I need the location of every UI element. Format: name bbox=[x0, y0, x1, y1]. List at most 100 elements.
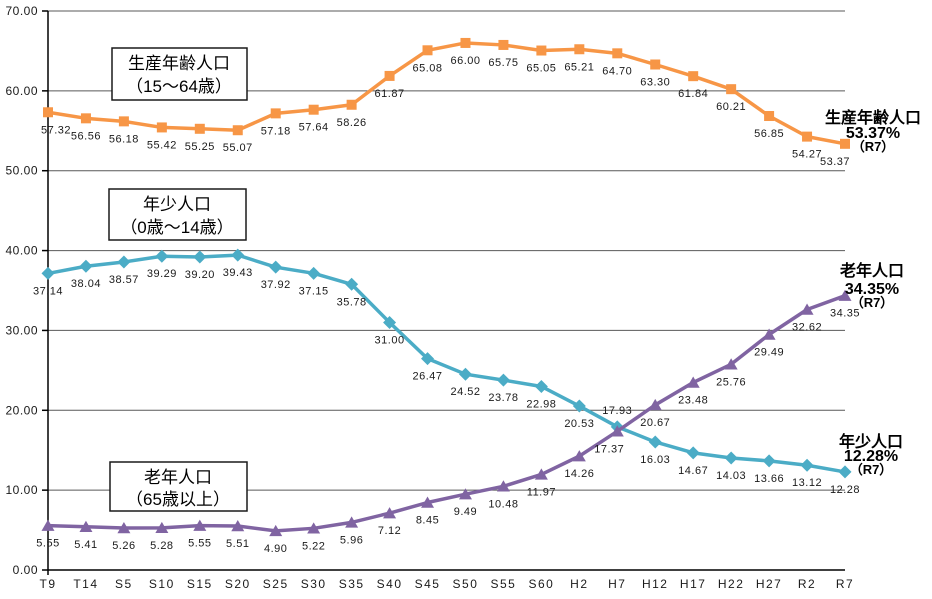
annotation-youth-era: （R7） bbox=[850, 462, 893, 477]
y-axis-label-40.00: 40.00 bbox=[5, 244, 38, 258]
annotation-elderly-name: 老年人口 bbox=[839, 261, 904, 280]
legend-box-elderly: 老年人口 （65歳以上） bbox=[109, 461, 248, 512]
data-label-working-S15: 55.25 bbox=[185, 141, 215, 153]
data-label-youth-S60: 22.98 bbox=[526, 398, 556, 410]
legend-youth-line1: 年少人口 bbox=[143, 195, 211, 214]
annotation-working: 生産年齢人口 53.37% （R7） bbox=[825, 108, 921, 154]
marker-working-H17 bbox=[688, 71, 699, 82]
marker-working-H22 bbox=[726, 84, 737, 95]
marker-youth-S20 bbox=[231, 248, 245, 262]
data-label-elderly-H7: 17.37 bbox=[594, 443, 624, 455]
marker-elderly-H22 bbox=[724, 358, 738, 370]
marker-elderly-H27 bbox=[762, 328, 776, 340]
data-label-working-T9: 57.32 bbox=[41, 124, 71, 136]
data-label-working-T14: 56.56 bbox=[71, 130, 101, 142]
data-label-elderly-S30: 5.22 bbox=[302, 540, 325, 552]
data-label-working-H17: 61.84 bbox=[678, 88, 708, 100]
marker-elderly-H7 bbox=[610, 425, 624, 437]
data-label-elderly-S25: 4.90 bbox=[264, 543, 287, 555]
series-lines bbox=[41, 37, 852, 537]
x-axis-label-S30: S30 bbox=[301, 577, 327, 591]
marker-elderly-H17 bbox=[686, 376, 700, 388]
marker-working-H12 bbox=[650, 59, 661, 70]
annotation-elderly: 老年人口 34.35% （R7） bbox=[839, 261, 904, 310]
x-axis-label-T14: T14 bbox=[73, 577, 98, 591]
data-label-elderly-H27: 29.49 bbox=[754, 347, 784, 359]
marker-elderly-S5 bbox=[117, 521, 131, 534]
data-label-elderly-H12: 20.67 bbox=[640, 417, 670, 429]
data-label-youth-H2: 20.53 bbox=[564, 418, 594, 430]
y-axis-label-70.00: 70.00 bbox=[5, 4, 38, 18]
x-axis-label-R7: R7 bbox=[836, 577, 854, 591]
series-end-annotations: 生産年齢人口 53.37% （R7） 老年人口 34.35% （R7） 年少人口… bbox=[825, 108, 921, 477]
marker-working-S45 bbox=[422, 45, 433, 56]
data-label-elderly-T9: 5.55 bbox=[36, 538, 59, 550]
legend-box-working: 生産年齢人口 （15～64歳） bbox=[111, 47, 248, 101]
x-axis-label-T9: T9 bbox=[39, 577, 56, 591]
data-label-working-H2: 65.21 bbox=[564, 61, 594, 73]
data-label-elderly-S50: 9.49 bbox=[454, 506, 477, 518]
annotation-working-era: （R7） bbox=[852, 139, 895, 154]
marker-working-S30 bbox=[308, 104, 319, 115]
y-axis-label-20.00: 20.00 bbox=[5, 403, 38, 417]
marker-youth-S60 bbox=[534, 379, 548, 393]
legend-box-youth-frame bbox=[108, 188, 247, 241]
marker-elderly-T9 bbox=[41, 519, 55, 531]
y-axis-label-50.00: 50.00 bbox=[5, 164, 38, 178]
annotation-working-name: 生産年齢人口 bbox=[825, 108, 921, 127]
data-label-elderly-S60: 11.97 bbox=[527, 486, 556, 498]
marker-youth-S35 bbox=[345, 277, 359, 291]
data-label-working-S55: 65.75 bbox=[488, 57, 518, 69]
marker-youth-H12 bbox=[648, 435, 662, 449]
marker-elderly-S25 bbox=[269, 524, 283, 537]
marker-working-S25 bbox=[270, 108, 281, 119]
marker-elderly-T14 bbox=[79, 520, 93, 532]
marker-youth-H27 bbox=[762, 454, 776, 468]
marker-youth-S40 bbox=[383, 315, 397, 329]
marker-youth-S45 bbox=[421, 352, 435, 366]
data-label-youth-H27: 13.66 bbox=[754, 473, 784, 485]
data-label-youth-S20: 39.43 bbox=[223, 267, 253, 279]
data-label-youth-S45: 26.47 bbox=[413, 371, 443, 383]
data-label-youth-S50: 24.52 bbox=[450, 386, 480, 398]
data-label-youth-S25: 37.92 bbox=[261, 279, 291, 291]
data-label-working-S20: 55.07 bbox=[223, 142, 253, 154]
marker-working-T9 bbox=[43, 107, 53, 118]
line-working bbox=[46, 41, 847, 146]
data-label-working-H22: 60.21 bbox=[716, 101, 746, 113]
marker-youth-S30 bbox=[307, 266, 321, 280]
marker-working-S10 bbox=[156, 122, 167, 133]
marker-youth-S15 bbox=[193, 250, 207, 264]
marker-elderly-S55 bbox=[496, 480, 510, 492]
y-axis-label-60.00: 60.00 bbox=[5, 84, 38, 98]
annotation-elderly-era: （R7） bbox=[851, 295, 894, 310]
marker-working-S50 bbox=[460, 37, 471, 48]
marker-working-H2 bbox=[574, 44, 585, 55]
marker-working-S20 bbox=[232, 125, 243, 136]
data-label-youth-S10: 39.29 bbox=[147, 268, 177, 280]
marker-working-S35 bbox=[346, 99, 357, 110]
data-label-youth-S5: 38.57 bbox=[109, 274, 139, 286]
marker-elderly-H2 bbox=[572, 450, 586, 462]
x-axis-label-H22: H22 bbox=[718, 577, 745, 591]
data-label-elderly-R7: 34.35 bbox=[830, 308, 860, 320]
marker-youth-R2 bbox=[800, 458, 814, 472]
marker-youth-R7 bbox=[838, 465, 852, 479]
legend-box-working-frame bbox=[111, 47, 248, 101]
data-label-working-S30: 57.64 bbox=[299, 122, 329, 134]
marker-working-T14 bbox=[80, 113, 91, 124]
y-axis-label-10.00: 10.00 bbox=[5, 483, 38, 497]
data-label-elderly-H2: 14.26 bbox=[564, 468, 594, 480]
annotation-working-percent: 53.37% bbox=[846, 125, 900, 142]
y-axis-label-30.00: 30.00 bbox=[5, 323, 38, 337]
data-label-elderly-T14: 5.41 bbox=[74, 539, 97, 551]
marker-elderly-S10 bbox=[155, 521, 169, 534]
x-axis-label-H17: H17 bbox=[680, 577, 707, 591]
marker-elderly-S30 bbox=[307, 522, 321, 534]
marker-working-H27 bbox=[764, 111, 775, 122]
legend-elderly-line2: （65歳以上） bbox=[126, 490, 230, 509]
marker-working-R2 bbox=[802, 131, 813, 142]
data-label-working-S25: 57.18 bbox=[261, 125, 291, 137]
data-label-working-S40: 61.87 bbox=[375, 88, 405, 100]
